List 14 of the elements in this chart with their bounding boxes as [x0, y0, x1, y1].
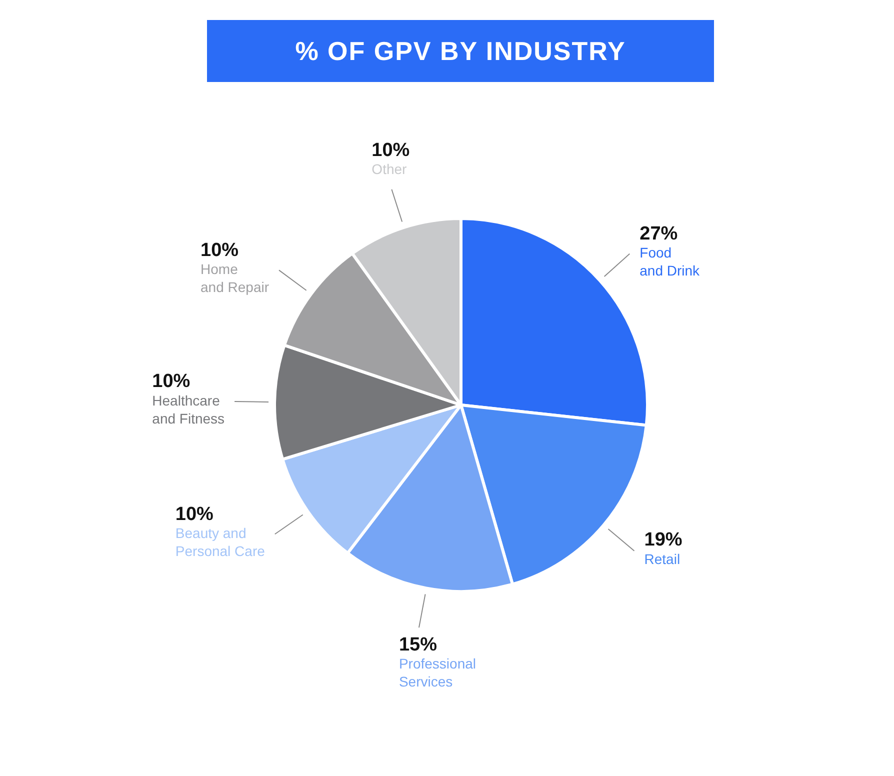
slice-label: Beauty and Personal Care: [175, 524, 266, 559]
data-label: 19%: [644, 530, 682, 551]
data-label: 10%: [200, 240, 239, 261]
slice-label: Retail: [644, 550, 680, 567]
data-label: 15%: [398, 634, 438, 656]
data-label: 10%: [152, 371, 190, 392]
data-label: 27%: [640, 224, 678, 245]
slice-label: Healthcare and Fitness: [152, 392, 225, 426]
slice-label: Home and Repair: [200, 261, 270, 296]
slice-label: Professional Services: [398, 655, 476, 690]
data-label: 10%: [175, 504, 214, 525]
slice-label: Food and Drink: [640, 244, 701, 279]
chart-title: % OF GPV BY INDUSTRY: [295, 36, 626, 66]
data-label: 10%: [372, 140, 410, 162]
